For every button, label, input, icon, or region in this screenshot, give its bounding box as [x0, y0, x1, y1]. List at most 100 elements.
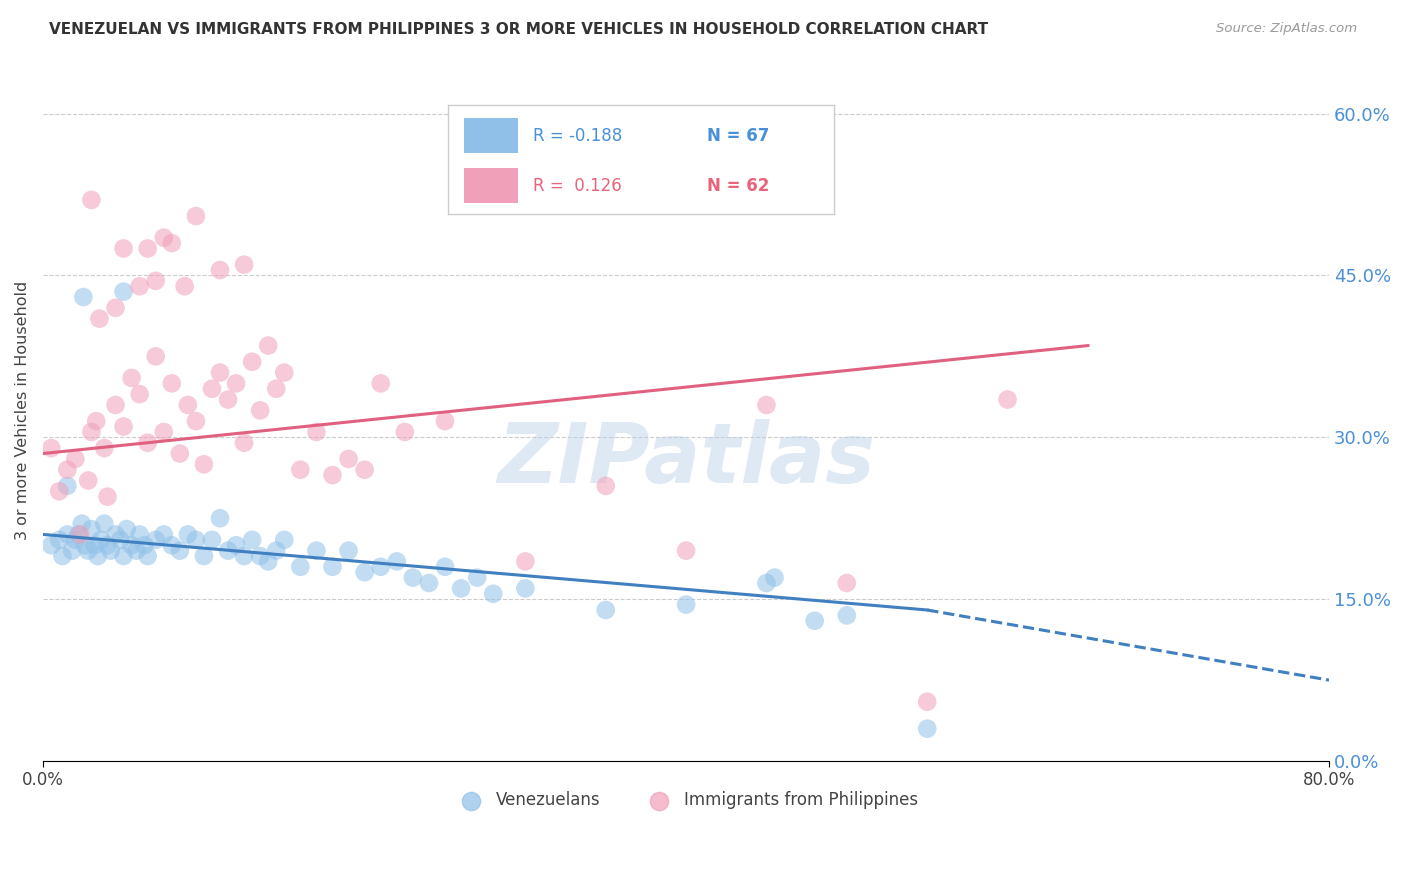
Point	[835, 576, 858, 591]
Point	[370, 559, 392, 574]
Point	[112, 549, 135, 563]
Point	[184, 209, 207, 223]
Point	[104, 398, 127, 412]
Point	[370, 376, 392, 391]
Point	[675, 543, 697, 558]
Point	[56, 527, 79, 541]
Point	[110, 533, 132, 547]
Point	[434, 414, 457, 428]
Point	[997, 392, 1019, 407]
Point	[240, 533, 263, 547]
Point	[173, 279, 195, 293]
Point	[595, 479, 617, 493]
Legend: Venezuelans, Immigrants from Philippines: Venezuelans, Immigrants from Philippines	[447, 785, 925, 816]
Point	[145, 350, 167, 364]
Y-axis label: 3 or more Vehicles in Household: 3 or more Vehicles in Household	[15, 281, 30, 540]
Point	[803, 614, 825, 628]
Point	[104, 301, 127, 315]
Point	[249, 403, 271, 417]
Point	[136, 242, 159, 256]
Point	[128, 527, 150, 541]
Point	[177, 527, 200, 541]
Point	[418, 576, 440, 591]
Point	[134, 538, 156, 552]
Point	[305, 543, 328, 558]
Point	[675, 598, 697, 612]
Point	[217, 392, 239, 407]
Point	[112, 419, 135, 434]
Text: Source: ZipAtlas.com: Source: ZipAtlas.com	[1216, 22, 1357, 36]
Point	[83, 538, 105, 552]
Point	[835, 608, 858, 623]
Point	[337, 543, 360, 558]
Point	[233, 435, 256, 450]
Point	[48, 533, 70, 547]
Point	[233, 549, 256, 563]
Point	[39, 538, 62, 552]
Point	[121, 538, 143, 552]
Point	[763, 571, 786, 585]
Point	[915, 722, 938, 736]
Point	[136, 549, 159, 563]
Point	[67, 527, 90, 541]
Point	[915, 695, 938, 709]
Point	[290, 559, 312, 574]
Point	[136, 435, 159, 450]
Point	[353, 566, 375, 580]
Point	[169, 446, 191, 460]
Point	[152, 230, 174, 244]
Point	[755, 398, 778, 412]
Point	[193, 549, 215, 563]
Point	[595, 603, 617, 617]
Point	[264, 543, 287, 558]
Point	[208, 263, 231, 277]
Point	[273, 533, 295, 547]
Point	[128, 387, 150, 401]
Point	[193, 458, 215, 472]
Point	[39, 441, 62, 455]
Point	[290, 463, 312, 477]
Point	[394, 425, 416, 439]
Point	[240, 355, 263, 369]
Point	[201, 382, 224, 396]
Point	[152, 425, 174, 439]
Point	[112, 285, 135, 299]
Point	[65, 451, 87, 466]
Point	[305, 425, 328, 439]
Point	[385, 554, 408, 568]
Point	[257, 338, 280, 352]
Point	[56, 463, 79, 477]
Point	[482, 587, 505, 601]
Text: ZIPatlas: ZIPatlas	[498, 419, 875, 500]
Point	[217, 543, 239, 558]
Point	[177, 398, 200, 412]
Point	[93, 441, 115, 455]
Point	[233, 258, 256, 272]
Point	[160, 376, 183, 391]
Point	[160, 538, 183, 552]
Point	[87, 549, 110, 563]
Point	[321, 468, 343, 483]
Point	[755, 576, 778, 591]
Point	[465, 571, 488, 585]
Point	[201, 533, 224, 547]
Point	[80, 425, 103, 439]
Point	[208, 511, 231, 525]
Point	[353, 463, 375, 477]
Point	[51, 549, 73, 563]
Point	[264, 382, 287, 396]
Point	[77, 474, 100, 488]
Point	[96, 490, 118, 504]
Point	[515, 554, 537, 568]
Point	[125, 543, 148, 558]
Point	[121, 371, 143, 385]
Point	[60, 543, 83, 558]
Point	[69, 527, 91, 541]
Point	[184, 533, 207, 547]
Point	[70, 516, 93, 531]
Point	[93, 516, 115, 531]
Point	[145, 274, 167, 288]
Point	[84, 414, 107, 428]
Point	[65, 533, 87, 547]
Point	[56, 479, 79, 493]
